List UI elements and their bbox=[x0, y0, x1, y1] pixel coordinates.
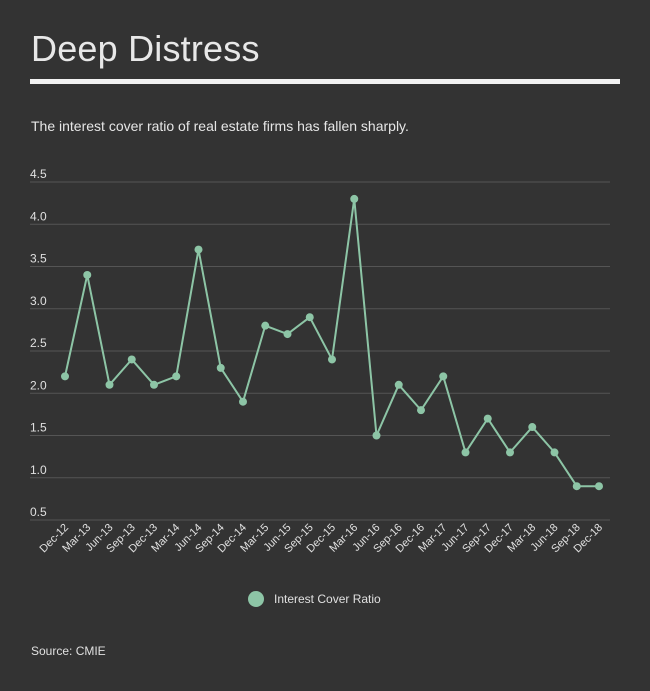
data-point[interactable] bbox=[461, 448, 470, 457]
title-underline bbox=[30, 79, 620, 84]
data-point[interactable] bbox=[216, 363, 225, 372]
legend-label: Interest Cover Ratio bbox=[274, 592, 381, 606]
y-tick-label: 1.5 bbox=[30, 421, 47, 435]
y-tick-label: 3.5 bbox=[30, 252, 47, 266]
legend[interactable]: Interest Cover Ratio bbox=[248, 591, 381, 607]
data-point[interactable] bbox=[506, 448, 514, 457]
data-point[interactable] bbox=[261, 321, 270, 330]
gridlines bbox=[30, 181, 610, 521]
data-point[interactable] bbox=[61, 372, 69, 381]
y-tick-label: 2.5 bbox=[30, 336, 47, 350]
y-tick-label: 1.0 bbox=[30, 463, 47, 477]
source-note: Source: CMIE bbox=[31, 644, 106, 658]
data-point[interactable] bbox=[417, 406, 425, 415]
series-line bbox=[64, 197, 599, 488]
series-layer bbox=[61, 194, 603, 491]
legend-marker-icon bbox=[248, 591, 264, 607]
data-point[interactable] bbox=[239, 397, 247, 406]
y-axis-ticks: 0.5 1.0 1.5 2.0 2.5 3.0 3.5 4.0 4.5 bbox=[30, 167, 47, 519]
data-point[interactable] bbox=[550, 448, 559, 457]
x-axis-ticks: Dec-12Mar-13Jun-13Sep-13Dec-13Mar-14Jun-… bbox=[38, 522, 606, 556]
y-tick-label: 3.0 bbox=[30, 294, 47, 308]
data-point[interactable] bbox=[172, 372, 181, 381]
chart-title: Deep Distress bbox=[31, 28, 260, 69]
data-point[interactable] bbox=[528, 423, 537, 432]
data-point[interactable] bbox=[394, 380, 403, 389]
y-tick-label: 4.0 bbox=[30, 209, 47, 223]
data-point[interactable] bbox=[572, 482, 581, 491]
data-point[interactable] bbox=[328, 355, 336, 364]
data-point[interactable] bbox=[194, 245, 203, 254]
data-point[interactable] bbox=[127, 355, 136, 364]
data-point[interactable] bbox=[283, 330, 292, 339]
data-point[interactable] bbox=[595, 482, 603, 491]
y-tick-label: 2.0 bbox=[30, 378, 47, 392]
y-tick-label: 4.5 bbox=[30, 167, 47, 181]
y-tick-label: 0.5 bbox=[30, 505, 47, 519]
data-point[interactable] bbox=[150, 380, 158, 389]
data-point[interactable] bbox=[350, 194, 359, 203]
chart-subtitle: The interest cover ratio of real estate … bbox=[31, 118, 409, 134]
data-point[interactable] bbox=[105, 380, 114, 389]
data-point[interactable] bbox=[372, 431, 381, 440]
data-point[interactable] bbox=[483, 414, 492, 423]
data-point[interactable] bbox=[305, 313, 314, 322]
data-point[interactable] bbox=[83, 270, 92, 279]
data-point[interactable] bbox=[439, 372, 448, 381]
line-chart: 0.5 1.0 1.5 2.0 2.5 3.0 3.5 4.0 4.5 Dec-12Mar-13… bbox=[30, 167, 610, 556]
